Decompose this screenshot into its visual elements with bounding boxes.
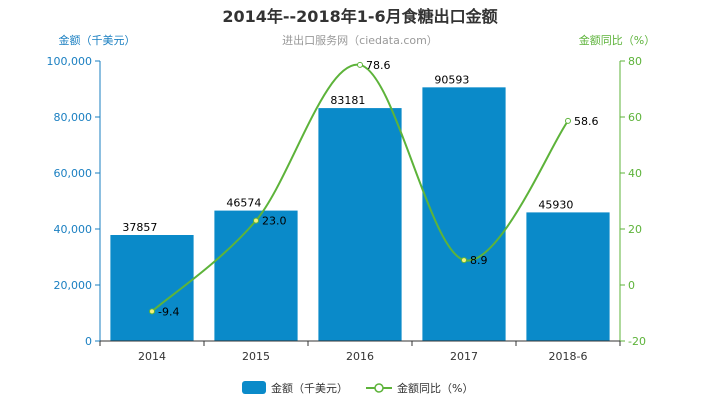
line-value-label: 78.6 [366, 59, 391, 72]
right-tick-label: 0 [628, 279, 635, 292]
bar-value-label: 46574 [226, 197, 261, 210]
line-point-2018-6 [565, 117, 571, 124]
bar-2018-6 [526, 212, 610, 341]
left-axis-title: 金额（千美元） [59, 33, 136, 47]
line-value-label: 58.6 [574, 115, 599, 128]
right-tick-label: 40 [628, 167, 642, 180]
line-value-label: 23.0 [262, 215, 287, 228]
bar-value-label: 90593 [434, 73, 469, 86]
bar-2015 [214, 210, 298, 341]
bar-2014 [110, 235, 194, 341]
left-tick-label: 20,000 [54, 279, 93, 292]
legend: 金额（千美元） 金额同比（%） [242, 381, 473, 395]
bar-value-label: 37857 [122, 221, 157, 234]
x-tick-label: 2015 [242, 350, 270, 363]
bar-2016 [318, 108, 402, 341]
line-value-label: 8.9 [470, 254, 488, 267]
left-tick-label: 40,000 [54, 223, 93, 236]
line-point-2017 [461, 257, 467, 264]
x-tick-label: 2016 [346, 350, 374, 363]
line-point-2016 [357, 61, 363, 68]
right-tick-label: -20 [628, 335, 646, 348]
right-tick-label: 80 [628, 55, 642, 68]
x-tick-label: 2014 [138, 350, 166, 363]
bar-value-label: 45930 [538, 198, 573, 211]
growth-line [151, 63, 569, 313]
chart-subtitle: 进出口服务网（ciedata.com） [282, 33, 438, 47]
right-tick-label: 60 [628, 111, 642, 124]
line-value-label: -9.4 [158, 305, 179, 318]
bar-series: 37857 46574 83181 90593 45930 [110, 73, 610, 341]
legend-bar-label: 金额（千美元） [271, 381, 348, 395]
line-series: -9.4 23.0 78.6 8.9 58.6 [149, 59, 599, 318]
bar-2017 [422, 87, 506, 341]
axes: 0 20,000 40,000 60,000 80,000 100,000 -20 0 20 40… [47, 55, 646, 363]
line-point-2015 [253, 217, 259, 224]
x-tick-label: 2017 [450, 350, 478, 363]
chart-title: 2014年--2018年1-6月食糖出口金额 [222, 7, 497, 26]
legend-line-marker [374, 383, 384, 393]
right-tick-label: 20 [628, 223, 642, 236]
legend-line-label: 金额同比（%） [397, 381, 473, 395]
legend-bar-swatch [242, 381, 266, 394]
bar-value-label: 83181 [330, 94, 365, 107]
x-tick-label: 2018-6 [549, 350, 588, 363]
line-point-2014 [149, 308, 155, 315]
left-tick-label: 60,000 [54, 167, 93, 180]
left-tick-label: 0 [85, 335, 92, 348]
right-axis-title: 金额同比（%） [579, 33, 655, 47]
left-tick-label: 100,000 [47, 55, 93, 68]
left-tick-label: 80,000 [54, 111, 93, 124]
